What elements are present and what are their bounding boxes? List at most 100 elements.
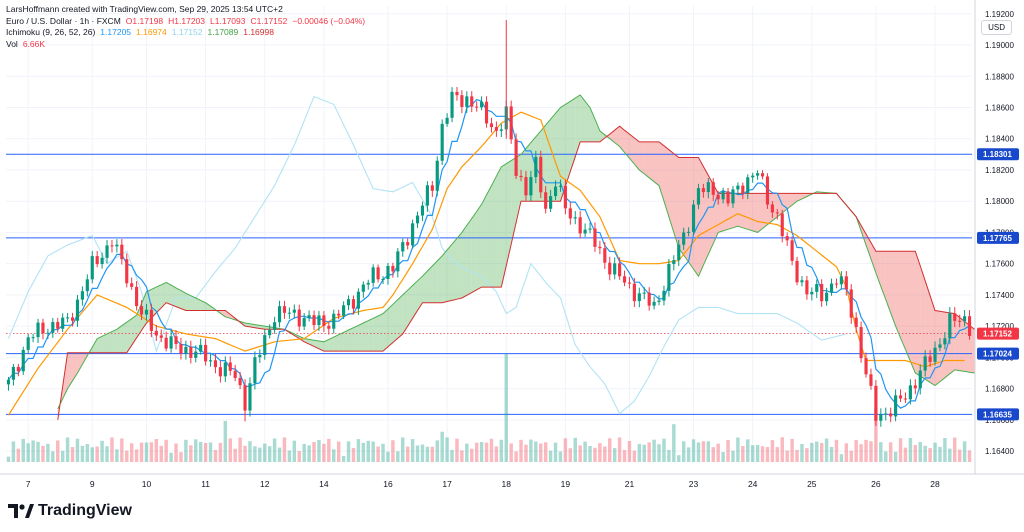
cloud-segment — [501, 163, 507, 288]
volume-bar — [908, 437, 913, 462]
cloud-segment — [348, 327, 354, 352]
volume-bar — [844, 443, 849, 462]
cloud-segment — [585, 101, 591, 142]
volume-bar — [913, 445, 918, 462]
candle-body — [204, 344, 208, 362]
volume-row[interactable]: Vol 6.66K — [6, 39, 365, 51]
candle-body — [302, 317, 306, 327]
volume-bar — [677, 455, 681, 462]
cloud-segment — [969, 325, 975, 373]
candle-body — [884, 413, 888, 415]
cloud-segment — [590, 107, 595, 142]
volume-bar — [85, 444, 90, 462]
candle-body — [337, 313, 341, 316]
cloud-segment — [412, 280, 418, 319]
volume-bar — [371, 441, 375, 462]
symbol-label[interactable]: Euro / U.S. Dollar · 1h · FXCM — [6, 15, 121, 26]
volume-bar — [573, 437, 577, 462]
volume-bar — [149, 442, 154, 462]
cloud-segment — [792, 193, 798, 206]
candle-body — [105, 245, 109, 258]
level-1.17765-badge-label: 1.17765 — [983, 234, 1012, 243]
cloud-segment — [506, 160, 512, 266]
volume-bar — [553, 442, 558, 462]
volume-bar — [879, 442, 883, 462]
cloud-segment — [663, 145, 669, 217]
volume-bar — [120, 438, 124, 462]
cloud-segment — [363, 320, 369, 352]
candle-body — [706, 182, 710, 193]
cloud-segment — [461, 225, 467, 299]
volume-bar — [267, 446, 272, 462]
tradingview-brand[interactable]: TradingView — [8, 502, 132, 520]
candle-body — [273, 322, 277, 330]
volume-bar — [672, 424, 676, 462]
volume-bar — [60, 450, 65, 462]
volume-bar — [815, 441, 819, 462]
candle-body — [785, 236, 789, 241]
volume-bar — [504, 354, 508, 462]
candle-body — [376, 267, 380, 280]
candle-body — [100, 257, 104, 265]
volume-bar — [179, 452, 183, 462]
candle-body — [844, 276, 848, 290]
volume-bar — [435, 440, 439, 462]
currency-button[interactable]: USD — [981, 20, 1012, 35]
y-tick-label-0: 1.16400 — [985, 447, 1014, 456]
volume-bar — [110, 437, 114, 462]
volume-bar — [445, 437, 449, 462]
volume-bar — [460, 450, 464, 462]
cloud-segment — [777, 193, 783, 217]
candle-body — [913, 385, 917, 389]
candle-body — [874, 385, 878, 421]
candle-body — [277, 306, 282, 323]
volume-bar — [16, 448, 21, 462]
x-tick-label-3: 11 — [201, 479, 210, 489]
x-tick-label-2: 10 — [142, 479, 152, 489]
cloud-segment — [659, 141, 664, 202]
price-axis[interactable]: 1.164001.166001.168001.170001.172001.174… — [974, 0, 1024, 474]
time-axis[interactable]: 7 9 10 11 12 14 16 17 18 19 21 23 24 25 26 28 — [0, 473, 1024, 489]
cloud-segment — [161, 282, 167, 308]
candle-body — [31, 337, 35, 339]
candle-body — [524, 177, 528, 196]
candle-body — [834, 283, 839, 285]
candle-body — [652, 301, 656, 306]
volume-bar — [928, 448, 932, 462]
cloud-segment — [447, 244, 453, 302]
ichimoku-row[interactable]: Ichimoku (9, 26, 52, 26) 1.17205 1.16974… — [6, 27, 365, 39]
volume-bar — [41, 445, 45, 462]
candle-body — [351, 299, 356, 309]
ohlc-high: H1.17203 — [168, 15, 206, 26]
candle-body — [815, 283, 819, 292]
volume-bar — [948, 448, 952, 462]
candle-body — [36, 322, 40, 338]
volume-bar — [864, 439, 868, 462]
ichimoku-label[interactable]: Ichimoku (9, 26, 52, 26) — [6, 27, 96, 37]
volume-bar — [272, 438, 277, 462]
candle-body — [529, 177, 533, 196]
volume-bar — [760, 446, 765, 462]
candle-body — [332, 313, 336, 329]
price-chart[interactable]: 1.164001.166001.168001.170001.172001.174… — [0, 0, 1024, 500]
candle-body — [489, 123, 494, 128]
volume-label[interactable]: Vol — [6, 38, 18, 49]
symbol-row[interactable]: Euro / U.S. Dollar · 1h · FXCM O1.17198 … — [6, 16, 365, 28]
cloud-segment — [338, 332, 344, 352]
candle-body — [297, 309, 301, 327]
candle-body — [701, 188, 705, 193]
candle-body — [859, 327, 863, 359]
candle-body — [618, 263, 622, 277]
chart-legend: LarsHoffmann created with TradingView.co… — [6, 4, 365, 50]
candle-body — [149, 309, 153, 331]
cloud-segment — [397, 294, 403, 339]
y-tick-label-2: 1.16800 — [985, 385, 1014, 394]
cloud-segment — [905, 251, 911, 362]
volume-bars — [6, 354, 972, 462]
cloud-segment — [880, 251, 886, 300]
volume-bar — [70, 447, 75, 462]
candle-body — [598, 246, 602, 249]
cloud-segment — [654, 141, 660, 186]
candle-body — [544, 192, 548, 209]
cloud-segment — [787, 193, 793, 210]
